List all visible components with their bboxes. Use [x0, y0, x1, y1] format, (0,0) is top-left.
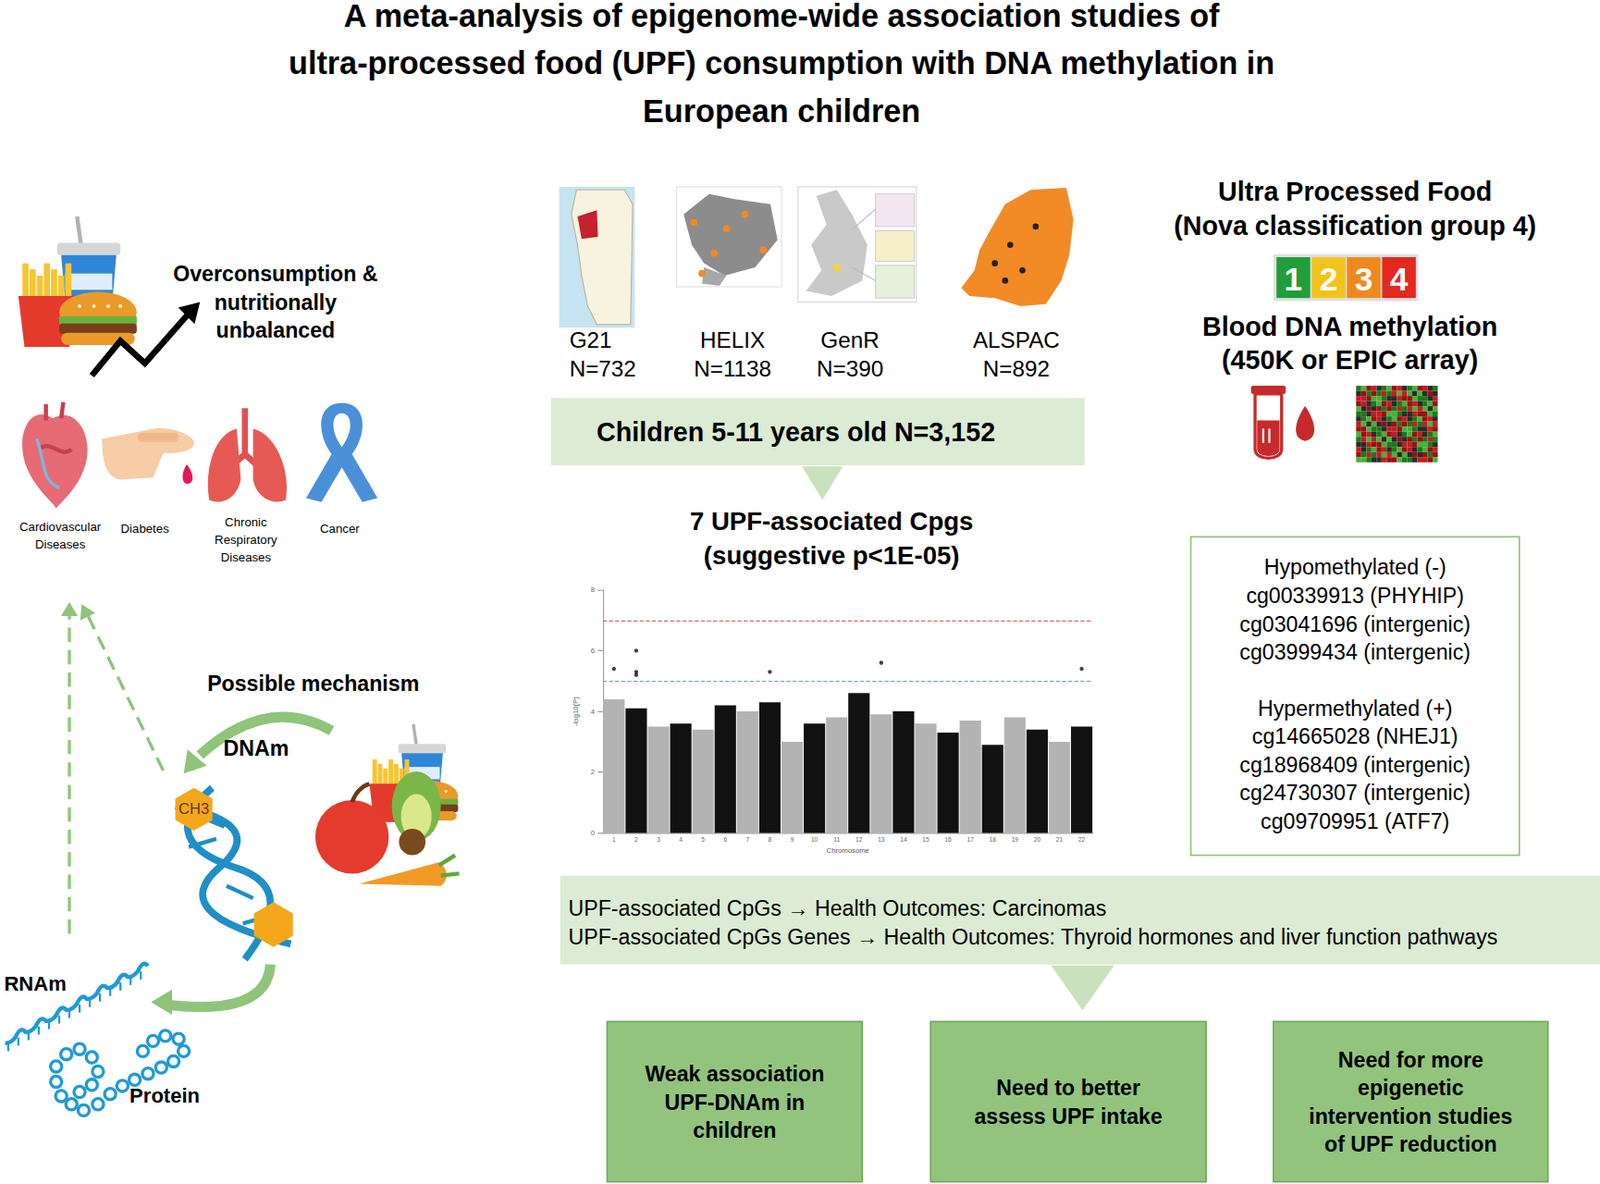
svg-text:N=390: N=390: [816, 356, 884, 382]
svg-text:Weak association: Weak association: [644, 1061, 825, 1086]
svg-text:ALSPAC: ALSPAC: [972, 327, 1060, 353]
svg-text:GenR: GenR: [820, 327, 879, 353]
svg-text:children: children: [692, 1118, 776, 1143]
svg-text:21: 21: [1056, 836, 1064, 843]
svg-text:2: 2: [590, 767, 595, 776]
svg-text:2: 2: [634, 836, 639, 843]
svg-text:Ultra Processed Food: Ultra Processed Food: [1218, 176, 1492, 207]
svg-text:Blood DNA methylation: Blood DNA methylation: [1202, 311, 1498, 342]
svg-text:Respiratory: Respiratory: [214, 532, 278, 547]
svg-text:Diseases: Diseases: [35, 537, 87, 552]
svg-text:unbalanced: unbalanced: [216, 318, 336, 343]
svg-text:0: 0: [590, 828, 595, 837]
svg-text:N=732: N=732: [569, 356, 637, 382]
svg-text:1: 1: [1284, 260, 1304, 297]
svg-text:6: 6: [723, 836, 727, 843]
svg-text:cg00339913 (PHYHIP): cg00339913 (PHYHIP): [1245, 583, 1465, 608]
svg-text:nutritionally: nutritionally: [214, 290, 338, 315]
svg-text:CH3: CH3: [178, 800, 210, 818]
svg-text:6: 6: [590, 646, 595, 655]
svg-text:cg03041696 (intergenic): cg03041696 (intergenic): [1239, 612, 1471, 637]
svg-text:7: 7: [746, 836, 751, 843]
svg-text:European children: European children: [642, 93, 921, 129]
svg-text:3: 3: [656, 836, 661, 843]
svg-text:Cancer: Cancer: [320, 521, 360, 536]
svg-text:4: 4: [590, 707, 596, 716]
svg-text:Chronic: Chronic: [224, 515, 268, 530]
svg-text:8: 8: [768, 836, 773, 843]
svg-text:-log10(P): -log10(P): [571, 696, 580, 727]
svg-text:Need for more: Need for more: [1338, 1047, 1484, 1072]
svg-text:9: 9: [790, 836, 795, 843]
svg-text:DNAm: DNAm: [223, 736, 290, 761]
svg-text:Diseases: Diseases: [221, 550, 272, 565]
svg-text:(450K or EPIC array): (450K or EPIC array): [1221, 344, 1478, 375]
svg-text:7 UPF-associated Cpgs: 7 UPF-associated Cpgs: [689, 506, 974, 536]
svg-text:18: 18: [989, 836, 997, 843]
svg-text:UPF-DNAm in: UPF-DNAm in: [664, 1090, 805, 1115]
svg-text:epigenetic: epigenetic: [1357, 1075, 1465, 1100]
svg-text:13: 13: [877, 836, 886, 843]
svg-text:12: 12: [855, 836, 863, 843]
svg-text:Chromosome: Chromosome: [826, 846, 870, 855]
svg-text:(Nova classification group 4): (Nova classification group 4): [1173, 210, 1537, 241]
svg-text:RNAm: RNAm: [3, 972, 66, 996]
svg-text:22: 22: [1078, 836, 1086, 843]
svg-text:assess UPF intake: assess UPF intake: [973, 1104, 1162, 1129]
svg-text:2: 2: [1319, 260, 1339, 297]
svg-text:Children 5-11 years old N=3,1: Children 5-11 years old N=3,152: [596, 417, 996, 447]
svg-text:N=892: N=892: [983, 356, 1050, 382]
svg-text:Overconsumption &: Overconsumption &: [172, 261, 378, 286]
svg-text:Possible mechanism: Possible mechanism: [207, 671, 419, 696]
svg-text:UPF-associated CpGs Genes → He: UPF-associated CpGs Genes → Health Outco…: [568, 924, 1499, 949]
svg-text:cg24730307 (intergenic): cg24730307 (intergenic): [1239, 780, 1471, 805]
svg-text:of UPF reduction: of UPF reduction: [1324, 1132, 1498, 1157]
svg-text:intervention studies: intervention studies: [1308, 1104, 1513, 1129]
svg-text:(suggestive p<1E-05): (suggestive p<1E-05): [703, 541, 960, 570]
svg-text:HELIX: HELIX: [700, 327, 765, 353]
svg-text:Cardiovascular: Cardiovascular: [19, 519, 102, 534]
svg-text:16: 16: [944, 836, 952, 843]
svg-text:N=1138: N=1138: [693, 356, 772, 382]
svg-text:cg09709951 (ATF7): cg09709951 (ATF7): [1260, 809, 1450, 834]
svg-text:Protein: Protein: [129, 1083, 200, 1108]
svg-text:8: 8: [590, 585, 595, 594]
svg-text:UPF-associated CpGs → Health O: UPF-associated CpGs → Health Outcomes: C…: [568, 896, 1108, 921]
svg-text:cg14665028 (NHEJ1): cg14665028 (NHEJ1): [1252, 724, 1459, 749]
svg-text:15: 15: [922, 836, 930, 843]
svg-text:3: 3: [1354, 260, 1374, 297]
svg-text:A meta-analysis of epigenome-w: A meta-analysis of epigenome-wide associ…: [344, 0, 1220, 34]
svg-text:11: 11: [833, 836, 840, 843]
svg-text:17: 17: [967, 836, 975, 843]
svg-text:Need to better: Need to better: [996, 1075, 1141, 1100]
svg-text:10: 10: [811, 836, 819, 843]
svg-text:1: 1: [612, 836, 616, 843]
svg-text:20: 20: [1033, 836, 1042, 843]
svg-text:G21: G21: [569, 327, 613, 353]
svg-text:4: 4: [1390, 260, 1409, 297]
svg-text:5: 5: [701, 836, 705, 843]
svg-text:4: 4: [678, 836, 683, 843]
svg-text:19: 19: [1011, 836, 1020, 843]
svg-text:cg03999434 (intergenic): cg03999434 (intergenic): [1239, 640, 1471, 665]
svg-text:Hypomethylated (-): Hypomethylated (-): [1264, 554, 1447, 579]
svg-text:ultra-processed food (UPF) con: ultra-processed food (UPF) consumption w…: [288, 45, 1275, 81]
svg-text:Hypermethylated (+): Hypermethylated (+): [1257, 696, 1453, 721]
svg-text:Diabetes: Diabetes: [121, 521, 171, 536]
svg-text:14: 14: [899, 836, 908, 843]
svg-text:cg18968409 (intergenic): cg18968409 (intergenic): [1239, 752, 1471, 777]
